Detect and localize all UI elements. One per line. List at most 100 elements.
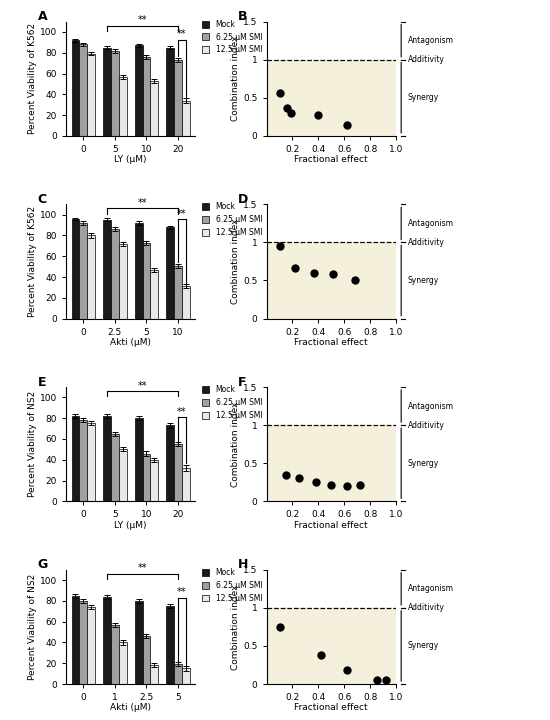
Point bbox=[343, 480, 351, 492]
Text: H: H bbox=[238, 559, 249, 572]
Bar bbox=[103, 220, 111, 318]
Point bbox=[314, 109, 323, 121]
Text: **: ** bbox=[177, 588, 187, 598]
Y-axis label: Percent Viability of K562: Percent Viability of K562 bbox=[28, 23, 37, 134]
Bar bbox=[142, 636, 151, 684]
Y-axis label: Combination index: Combination index bbox=[232, 36, 240, 122]
Point bbox=[343, 120, 351, 131]
X-axis label: LY (μM): LY (μM) bbox=[114, 521, 147, 530]
Point bbox=[282, 469, 290, 480]
Text: **: ** bbox=[177, 209, 187, 219]
Bar bbox=[72, 219, 79, 318]
Point bbox=[275, 240, 284, 252]
Bar bbox=[119, 76, 126, 136]
Text: B: B bbox=[238, 10, 248, 23]
Point bbox=[328, 269, 337, 280]
Point bbox=[317, 649, 326, 661]
Text: A: A bbox=[37, 10, 47, 23]
X-axis label: LY (μM): LY (μM) bbox=[114, 156, 147, 164]
Legend: Mock, 6.25 μM SMI, 12.5 μM SMI: Mock, 6.25 μM SMI, 12.5 μM SMI bbox=[202, 202, 262, 237]
Bar bbox=[72, 40, 79, 136]
Text: D: D bbox=[238, 193, 249, 206]
Bar bbox=[151, 665, 158, 684]
X-axis label: Fractional effect: Fractional effect bbox=[294, 338, 368, 347]
Bar bbox=[72, 416, 79, 501]
Point bbox=[372, 675, 381, 686]
Bar bbox=[119, 449, 126, 501]
Text: E: E bbox=[37, 376, 46, 389]
Bar bbox=[111, 433, 119, 501]
Bar bbox=[111, 625, 119, 684]
Y-axis label: Percent Viability of NS2: Percent Viability of NS2 bbox=[28, 391, 37, 498]
Bar bbox=[182, 668, 190, 684]
Point bbox=[355, 479, 364, 490]
X-axis label: Fractional effect: Fractional effect bbox=[294, 703, 368, 712]
Bar bbox=[87, 607, 95, 684]
Text: Synergy: Synergy bbox=[408, 459, 439, 468]
Bar bbox=[174, 444, 182, 501]
Bar bbox=[87, 235, 95, 318]
Point bbox=[287, 107, 295, 119]
Text: **: ** bbox=[138, 564, 147, 573]
Legend: Mock, 6.25 μM SMI, 12.5 μM SMI: Mock, 6.25 μM SMI, 12.5 μM SMI bbox=[202, 568, 262, 603]
Bar bbox=[119, 642, 126, 684]
Bar bbox=[151, 81, 158, 136]
Text: Additivity: Additivity bbox=[408, 420, 444, 430]
Text: **: ** bbox=[138, 381, 147, 391]
Point bbox=[311, 477, 320, 488]
Bar bbox=[72, 595, 79, 684]
Text: **: ** bbox=[177, 30, 187, 40]
Text: Additivity: Additivity bbox=[408, 603, 444, 613]
Bar bbox=[79, 420, 87, 501]
Text: Antagonism: Antagonism bbox=[408, 36, 454, 45]
Point bbox=[283, 103, 292, 114]
Bar bbox=[135, 601, 142, 684]
Point bbox=[343, 665, 351, 676]
Bar bbox=[151, 270, 158, 318]
Y-axis label: Combination index: Combination index bbox=[232, 584, 240, 670]
Text: Additivity: Additivity bbox=[408, 238, 444, 247]
Text: **: ** bbox=[138, 198, 147, 208]
Bar bbox=[142, 243, 151, 318]
Bar bbox=[119, 244, 126, 318]
Bar bbox=[111, 229, 119, 318]
Text: **: ** bbox=[138, 15, 147, 25]
Bar bbox=[79, 601, 87, 684]
Legend: Mock, 6.25 μM SMI, 12.5 μM SMI: Mock, 6.25 μM SMI, 12.5 μM SMI bbox=[202, 19, 262, 54]
Bar bbox=[174, 266, 182, 318]
Bar bbox=[111, 50, 119, 136]
Point bbox=[350, 275, 359, 287]
Legend: Mock, 6.25 μM SMI, 12.5 μM SMI: Mock, 6.25 μM SMI, 12.5 μM SMI bbox=[202, 385, 262, 420]
Point bbox=[275, 621, 284, 633]
Bar bbox=[135, 223, 142, 318]
Bar bbox=[103, 416, 111, 501]
Bar bbox=[135, 45, 142, 136]
X-axis label: Fractional effect: Fractional effect bbox=[294, 521, 368, 530]
Y-axis label: Combination index: Combination index bbox=[232, 219, 240, 304]
Bar bbox=[151, 460, 158, 501]
Text: Antagonism: Antagonism bbox=[408, 219, 454, 228]
Text: Additivity: Additivity bbox=[408, 55, 444, 64]
Bar bbox=[142, 57, 151, 136]
Bar bbox=[166, 426, 174, 501]
Point bbox=[275, 87, 284, 99]
Point bbox=[295, 472, 304, 484]
Point bbox=[310, 267, 319, 279]
Text: **: ** bbox=[177, 407, 187, 417]
Bar bbox=[87, 54, 95, 136]
Point bbox=[381, 675, 390, 686]
Y-axis label: Percent Viability of K562: Percent Viability of K562 bbox=[28, 206, 37, 317]
Bar bbox=[135, 418, 142, 501]
Bar bbox=[79, 223, 87, 318]
Text: Antagonism: Antagonism bbox=[408, 402, 454, 410]
Point bbox=[327, 479, 336, 490]
Y-axis label: Percent Viability of NS2: Percent Viability of NS2 bbox=[28, 574, 37, 680]
Text: Synergy: Synergy bbox=[408, 642, 439, 650]
Bar bbox=[87, 423, 95, 501]
Bar bbox=[182, 287, 190, 318]
Bar bbox=[182, 468, 190, 501]
X-axis label: Fractional effect: Fractional effect bbox=[294, 156, 368, 164]
Text: Synergy: Synergy bbox=[408, 93, 439, 102]
Bar bbox=[166, 48, 174, 136]
X-axis label: Akti (μM): Akti (μM) bbox=[110, 338, 151, 347]
